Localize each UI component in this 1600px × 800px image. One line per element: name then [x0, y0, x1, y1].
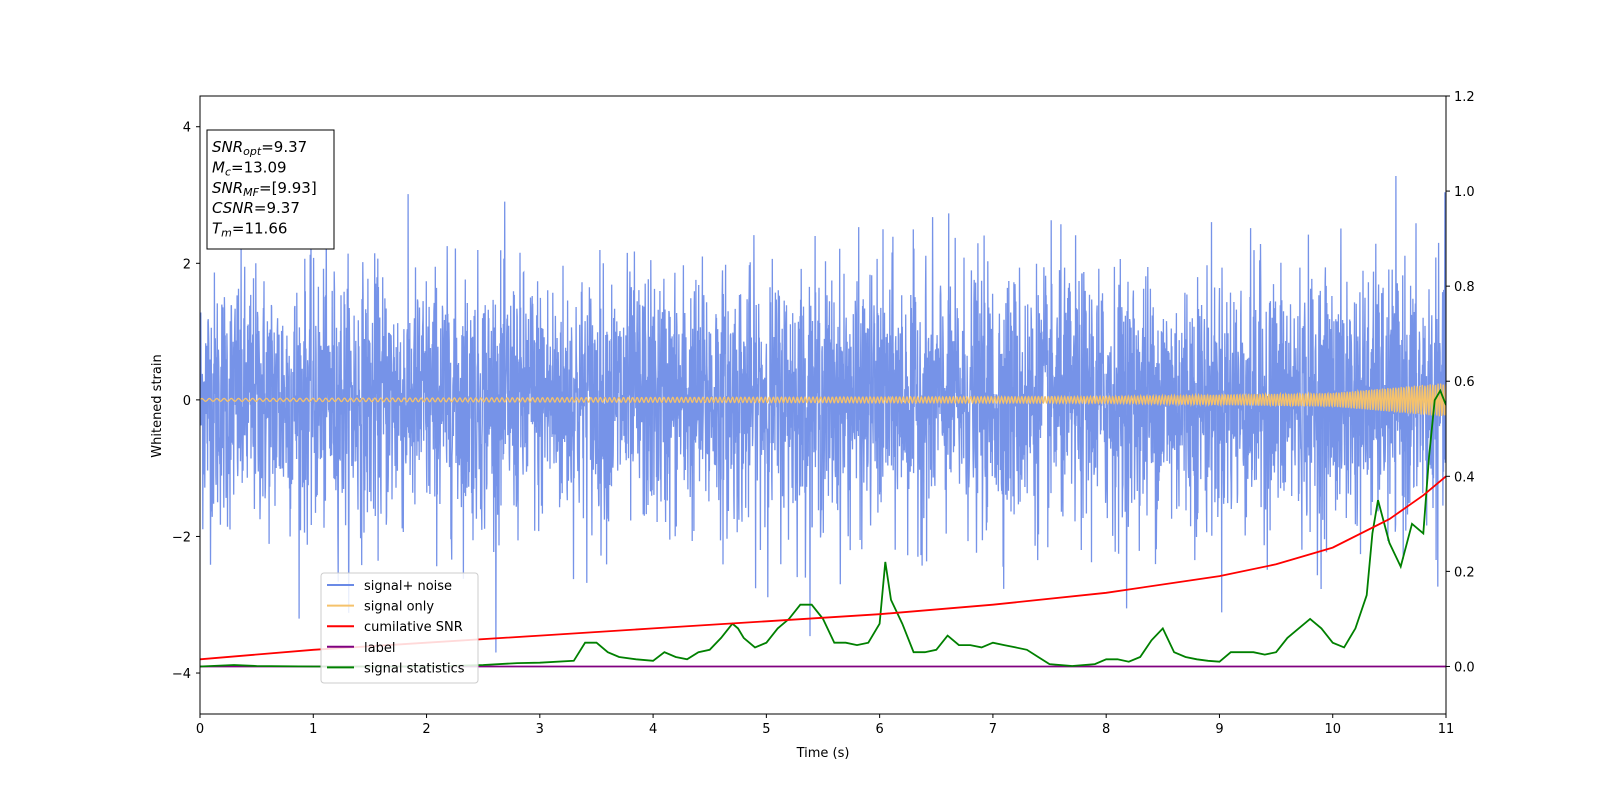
legend: signal+ noise signal only cumilative SNR la…	[320, 572, 479, 684]
annotation-symbol: M	[212, 158, 225, 176]
annotation-line: CSNR=9.37	[212, 199, 300, 217]
y-right-tick-label: 0.4	[1454, 470, 1475, 485]
legend-label: signal statistics	[364, 661, 465, 676]
signal-statistics-line	[200, 388, 1446, 668]
x-tick-label: 11	[1438, 722, 1455, 737]
annotation-symbol: CSNR	[212, 199, 254, 217]
x-tick-label: 6	[875, 722, 883, 737]
annotation-line: SNRMF=[9.93]	[212, 179, 317, 199]
y-right-tick-label: 0.2	[1454, 565, 1475, 580]
annotation-value: =11.66	[232, 220, 288, 238]
annotation-line: Mc=13.09	[212, 158, 287, 178]
x-axis-label: Time (s)	[796, 746, 850, 761]
x-tick-label: 1	[309, 722, 317, 737]
annotation-value: =[9.93]	[259, 179, 317, 197]
y-right-tick-label: 1.2	[1454, 90, 1475, 105]
x-tick-label: 5	[762, 722, 770, 737]
y-left-tick-label: 0	[183, 394, 191, 409]
axes-frame	[199, 95, 1447, 715]
y-axis-left: −4 −2 0 2 4	[172, 121, 200, 682]
signal-only-line	[200, 383, 1446, 417]
annotation-symbol: SNR	[212, 138, 243, 156]
y-right-tick-label: 0.6	[1454, 375, 1475, 390]
y-axis-label: Whitened strain	[150, 354, 165, 457]
legend-label: label	[364, 641, 395, 656]
y-left-tick-label: −4	[172, 667, 191, 682]
annotation-value: =9.37	[254, 199, 300, 217]
x-tick-label: 7	[989, 722, 997, 737]
y-right-tick-label: 1.0	[1454, 185, 1475, 200]
annotation-subscript: c	[225, 165, 231, 178]
y-right-tick-label: 0.8	[1454, 280, 1475, 295]
x-tick-label: 2	[422, 722, 430, 737]
x-tick-label: 9	[1215, 722, 1223, 737]
annotation-subscript: m	[221, 227, 232, 240]
annotation-line: Tm=11.66	[212, 220, 287, 240]
y-left-tick-label: −2	[172, 530, 191, 545]
annotation-symbol: T	[212, 220, 223, 238]
annotation-line: SNRopt=9.37	[212, 138, 307, 158]
legend-label: signal+ noise	[364, 579, 452, 594]
x-tick-label: 10	[1324, 722, 1341, 737]
annotation-value: =9.37	[261, 138, 307, 156]
annotation-symbol: SNR	[212, 179, 243, 197]
y-axis-right: 0.0 0.2 0.4 0.6 0.8 1.0 1.2	[1446, 90, 1475, 675]
annotation-frame	[206, 129, 335, 250]
annotation-subscript: opt	[243, 145, 262, 158]
x-axis: 0 1 2 3 4 5 6 7 8 9 10 11	[196, 714, 1454, 737]
annotation-subscript: MF	[243, 186, 259, 199]
x-tick-label: 3	[536, 722, 544, 737]
legend-label: signal only	[364, 600, 434, 615]
y-right-tick-label: 0.0	[1454, 660, 1475, 675]
legend-frame	[320, 572, 479, 684]
legend-label: cumilative SNR	[364, 620, 463, 635]
y-left-tick-label: 4	[183, 121, 191, 136]
x-tick-label: 4	[649, 722, 657, 737]
annotation-box: SNRopt=9.37Mc=13.09SNRMF=[9.93]CSNR=9.37…	[206, 129, 335, 250]
x-tick-label: 8	[1102, 722, 1110, 737]
annotation-value: =13.09	[231, 158, 287, 176]
x-tick-label: 0	[196, 722, 204, 737]
y-left-tick-label: 2	[183, 257, 191, 272]
